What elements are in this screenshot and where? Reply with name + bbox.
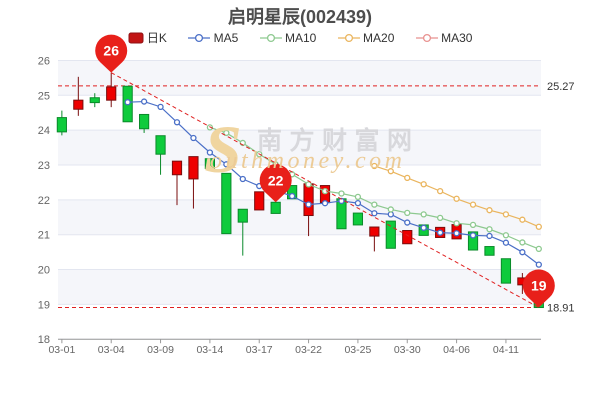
svg-text:03-04: 03-04 — [98, 344, 125, 356]
svg-text:19: 19 — [531, 278, 547, 294]
svg-text:19: 19 — [38, 299, 50, 311]
svg-text:18.91: 18.91 — [547, 303, 575, 315]
svg-text:21: 21 — [38, 230, 50, 242]
svg-text:03-01: 03-01 — [48, 344, 75, 356]
svg-text:03-14: 03-14 — [196, 344, 223, 356]
svg-text:04-06: 04-06 — [443, 344, 470, 356]
svg-text:03-17: 03-17 — [246, 344, 273, 356]
svg-text:03-30: 03-30 — [394, 344, 421, 356]
svg-text:20: 20 — [38, 265, 50, 277]
svg-text:04-11: 04-11 — [493, 344, 519, 356]
svg-text:03-25: 03-25 — [344, 344, 371, 356]
svg-text:22: 22 — [38, 195, 50, 207]
svg-text:23: 23 — [38, 160, 50, 172]
svg-text:25: 25 — [38, 90, 50, 102]
svg-text:03-22: 03-22 — [295, 344, 322, 356]
svg-text:24: 24 — [38, 125, 50, 137]
svg-text:25.27: 25.27 — [547, 81, 575, 93]
svg-text:03-09: 03-09 — [147, 344, 174, 356]
svg-text:26: 26 — [38, 55, 50, 67]
svg-text:22: 22 — [268, 172, 284, 188]
